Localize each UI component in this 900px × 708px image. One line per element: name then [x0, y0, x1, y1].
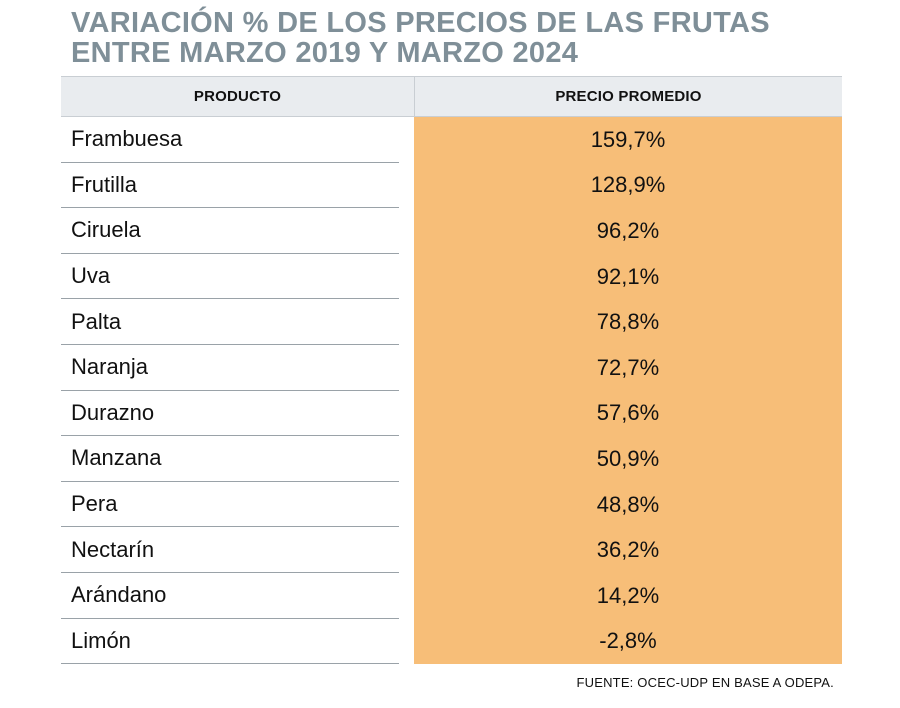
product-cell: Pera [61, 482, 399, 528]
product-cell: Uva [61, 254, 399, 300]
title-line-1: VARIACIÓN % DE LOS PRECIOS DE LAS FRUTAS [71, 7, 770, 39]
product-cell: Frutilla [61, 163, 399, 209]
price-change-cell: 50,9% [414, 436, 842, 482]
product-cell: Durazno [61, 391, 399, 437]
price-change-cell: 14,2% [414, 572, 842, 619]
product-cell: Naranja [61, 345, 399, 391]
price-change-cell: 92,1% [414, 253, 842, 300]
column-header-price: PRECIO PROMEDIO [555, 88, 702, 105]
price-change-cell: 48,8% [414, 481, 842, 528]
table-row: Uva 92,1% [61, 253, 842, 300]
chart-title: VARIACIÓN % DE LOS PRECIOS DE LAS FRUTAS… [71, 8, 871, 68]
product-cell: Manzana [61, 436, 399, 482]
table-row: Frutilla 128,9% [61, 162, 842, 209]
table-row: Frambuesa 159,7% [61, 117, 842, 163]
table-row: Limón -2,8% [61, 618, 842, 665]
product-cell: Arándano [61, 573, 399, 619]
table-row: Durazno 57,6% [61, 390, 842, 437]
price-change-cell: 72,7% [414, 344, 842, 391]
price-change-cell: 96,2% [414, 208, 842, 254]
table-row: Pera 48,8% [61, 481, 842, 528]
price-change-cell: 36,2% [414, 527, 842, 573]
table-row: Palta 78,8% [61, 299, 842, 345]
table-header: PRODUCTO PRECIO PROMEDIO [61, 76, 842, 117]
product-cell: Limón [61, 619, 399, 665]
product-cell: Palta [61, 299, 399, 345]
price-table: PRODUCTO PRECIO PROMEDIO Frambuesa 159,7%… [61, 76, 842, 665]
price-change-cell: 57,6% [414, 390, 842, 437]
source-note: FUENTE: OCEC-UDP EN BASE A ODEPA. [576, 675, 834, 690]
table-row: Arándano 14,2% [61, 572, 842, 619]
product-cell: Frambuesa [61, 117, 399, 163]
column-header-product: PRODUCTO [61, 77, 415, 116]
price-change-cell: 159,7% [414, 117, 842, 163]
table-row: Ciruela 96,2% [61, 208, 842, 254]
product-cell: Nectarín [61, 527, 399, 573]
table-row: Nectarín 36,2% [61, 527, 842, 573]
price-change-cell: 78,8% [414, 299, 842, 345]
table-body: Frambuesa 159,7% Frutilla 128,9% Ciruela 96,2… [61, 117, 842, 665]
price-change-cell: -2,8% [414, 618, 842, 665]
table-row: Naranja 72,7% [61, 344, 842, 391]
product-cell: Ciruela [61, 208, 399, 254]
price-change-cell: 128,9% [414, 162, 842, 209]
table-row: Manzana 50,9% [61, 436, 842, 482]
title-line-2: ENTRE MARZO 2019 Y MARZO 2024 [71, 37, 579, 69]
